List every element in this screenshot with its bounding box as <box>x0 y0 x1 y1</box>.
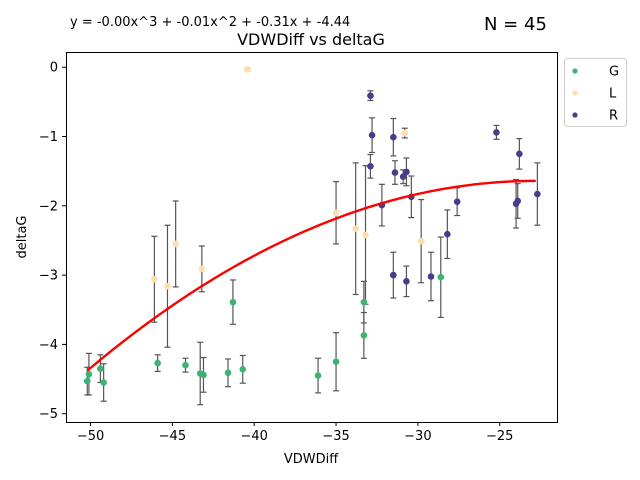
chart-title: VDWDiff vs deltaG <box>237 30 385 49</box>
data-point-R <box>516 150 523 158</box>
x-axis-label: VDWDiff <box>284 452 339 467</box>
data-point-L <box>172 240 179 248</box>
data-point-G <box>85 370 93 378</box>
y-tick-label: −4 <box>39 338 58 353</box>
data-point-G <box>360 332 368 339</box>
sample-count: N = 45 <box>484 14 547 35</box>
data-point-R <box>390 271 397 279</box>
data-point-L <box>417 237 425 245</box>
y-tick-label: −3 <box>39 269 58 284</box>
data-point-G <box>83 377 91 385</box>
data-point-L <box>332 209 340 217</box>
data-point-R <box>427 273 435 280</box>
data-point-G <box>360 298 368 306</box>
data-point-L <box>151 275 158 283</box>
data-point-R <box>390 133 397 141</box>
data-point-G <box>200 371 207 379</box>
data-point-R <box>493 129 500 136</box>
y-tick-label: −5 <box>39 407 58 422</box>
data-point-G <box>154 359 161 367</box>
data-point-R <box>399 173 407 181</box>
legend-label-L: L <box>609 87 617 102</box>
data-point-G <box>239 366 247 373</box>
data-points <box>83 66 541 386</box>
legend-frame <box>564 58 627 127</box>
x-tick-label: −25 <box>486 429 513 444</box>
legend: GLR <box>564 58 627 127</box>
legend-marker-R <box>572 112 578 118</box>
y-tick-label: −2 <box>39 199 58 214</box>
y-axis-ticks: −5 −4 −3 −2 −1 0 <box>39 61 66 422</box>
data-point-G <box>332 358 340 366</box>
legend-marker-L <box>572 90 578 96</box>
plot-area <box>83 66 541 406</box>
data-point-R <box>453 198 461 205</box>
data-point-G <box>229 298 237 306</box>
data-point-R <box>514 197 522 205</box>
error-bars <box>84 67 541 406</box>
data-point-L <box>401 129 409 137</box>
x-axis-ticks: −50 −45 −40 −35 −30 −25 <box>77 422 513 444</box>
fit-curve <box>86 179 536 372</box>
x-tick-label: −35 <box>322 429 349 444</box>
legend-label-G: G <box>609 65 619 80</box>
data-point-L <box>164 282 171 290</box>
x-tick-label: −45 <box>159 429 186 444</box>
y-tick-label: 0 <box>50 61 58 76</box>
data-point-R <box>367 163 374 170</box>
legend-label-R: R <box>609 109 618 124</box>
data-point-R <box>403 168 410 176</box>
y-tick-label: −1 <box>39 130 58 145</box>
data-point-G <box>224 369 232 377</box>
fit-equation: y = -0.00x^3 + -0.01x^2 + -0.31x + -4.44 <box>70 15 350 30</box>
x-tick-label: −40 <box>240 429 267 444</box>
data-point-L <box>244 66 251 73</box>
data-point-R <box>534 190 541 198</box>
x-tick-label: −30 <box>404 429 431 444</box>
data-point-L <box>362 231 369 239</box>
data-point-G <box>314 372 322 379</box>
x-tick-label: −50 <box>77 429 104 444</box>
data-point-R <box>444 230 451 238</box>
data-point-R <box>391 169 399 176</box>
data-point-G <box>100 379 107 386</box>
data-point-G <box>97 365 104 372</box>
y-axis-label: deltaG <box>15 216 30 259</box>
data-point-R <box>367 92 374 99</box>
data-point-L <box>198 265 206 273</box>
plot-frame <box>66 52 558 423</box>
data-point-G <box>437 273 445 281</box>
legend-marker-G <box>572 68 578 74</box>
data-point-G <box>182 361 189 369</box>
data-point-R <box>368 131 376 139</box>
data-point-L <box>352 225 359 232</box>
data-point-R <box>403 278 410 285</box>
